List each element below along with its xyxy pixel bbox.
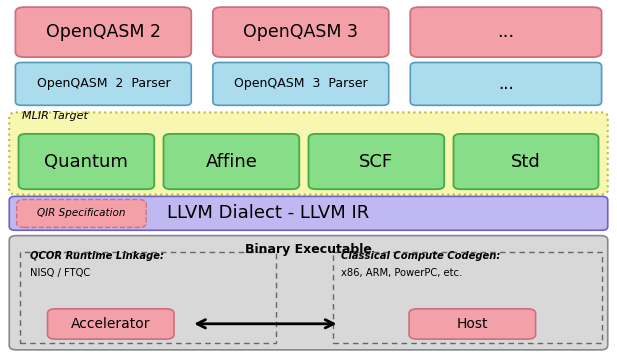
Text: ...: ... bbox=[498, 75, 514, 93]
Text: Classical Compute Codegen:: Classical Compute Codegen: bbox=[341, 251, 500, 261]
FancyBboxPatch shape bbox=[453, 134, 598, 189]
Text: LLVM Dialect - LLVM IR: LLVM Dialect - LLVM IR bbox=[167, 205, 369, 222]
Bar bbox=[333, 252, 602, 343]
Text: SCF: SCF bbox=[359, 152, 394, 171]
FancyBboxPatch shape bbox=[213, 62, 389, 105]
FancyBboxPatch shape bbox=[9, 236, 608, 350]
Text: Affine: Affine bbox=[205, 152, 257, 171]
Text: OpenQASM 3: OpenQASM 3 bbox=[243, 23, 358, 41]
Text: Binary Executable: Binary Executable bbox=[245, 243, 372, 256]
FancyBboxPatch shape bbox=[308, 134, 444, 189]
Text: ...: ... bbox=[497, 23, 515, 41]
FancyBboxPatch shape bbox=[9, 196, 608, 230]
Bar bbox=[20, 252, 276, 343]
Text: Quantum: Quantum bbox=[44, 152, 128, 171]
Text: OpenQASM 2: OpenQASM 2 bbox=[46, 23, 161, 41]
Text: OpenQASM  3  Parser: OpenQASM 3 Parser bbox=[234, 77, 368, 90]
FancyBboxPatch shape bbox=[410, 7, 602, 57]
Text: MLIR Target: MLIR Target bbox=[22, 111, 88, 121]
Text: OpenQASM  2  Parser: OpenQASM 2 Parser bbox=[36, 77, 170, 90]
FancyBboxPatch shape bbox=[410, 62, 602, 105]
FancyBboxPatch shape bbox=[48, 309, 174, 339]
FancyBboxPatch shape bbox=[164, 134, 299, 189]
Text: QCOR Runtime Linkage:: QCOR Runtime Linkage: bbox=[30, 251, 164, 261]
FancyBboxPatch shape bbox=[17, 200, 146, 227]
Text: x86, ARM, PowerPC, etc.: x86, ARM, PowerPC, etc. bbox=[341, 268, 462, 278]
Text: Std: Std bbox=[511, 152, 541, 171]
FancyBboxPatch shape bbox=[409, 309, 536, 339]
FancyBboxPatch shape bbox=[19, 134, 154, 189]
FancyBboxPatch shape bbox=[9, 112, 608, 195]
Text: NISQ / FTQC: NISQ / FTQC bbox=[30, 268, 90, 278]
Text: QIR Specification: QIR Specification bbox=[37, 208, 126, 218]
FancyBboxPatch shape bbox=[213, 7, 389, 57]
FancyBboxPatch shape bbox=[15, 7, 191, 57]
Text: Accelerator: Accelerator bbox=[71, 317, 151, 331]
FancyBboxPatch shape bbox=[15, 62, 191, 105]
Text: Host: Host bbox=[457, 317, 488, 331]
